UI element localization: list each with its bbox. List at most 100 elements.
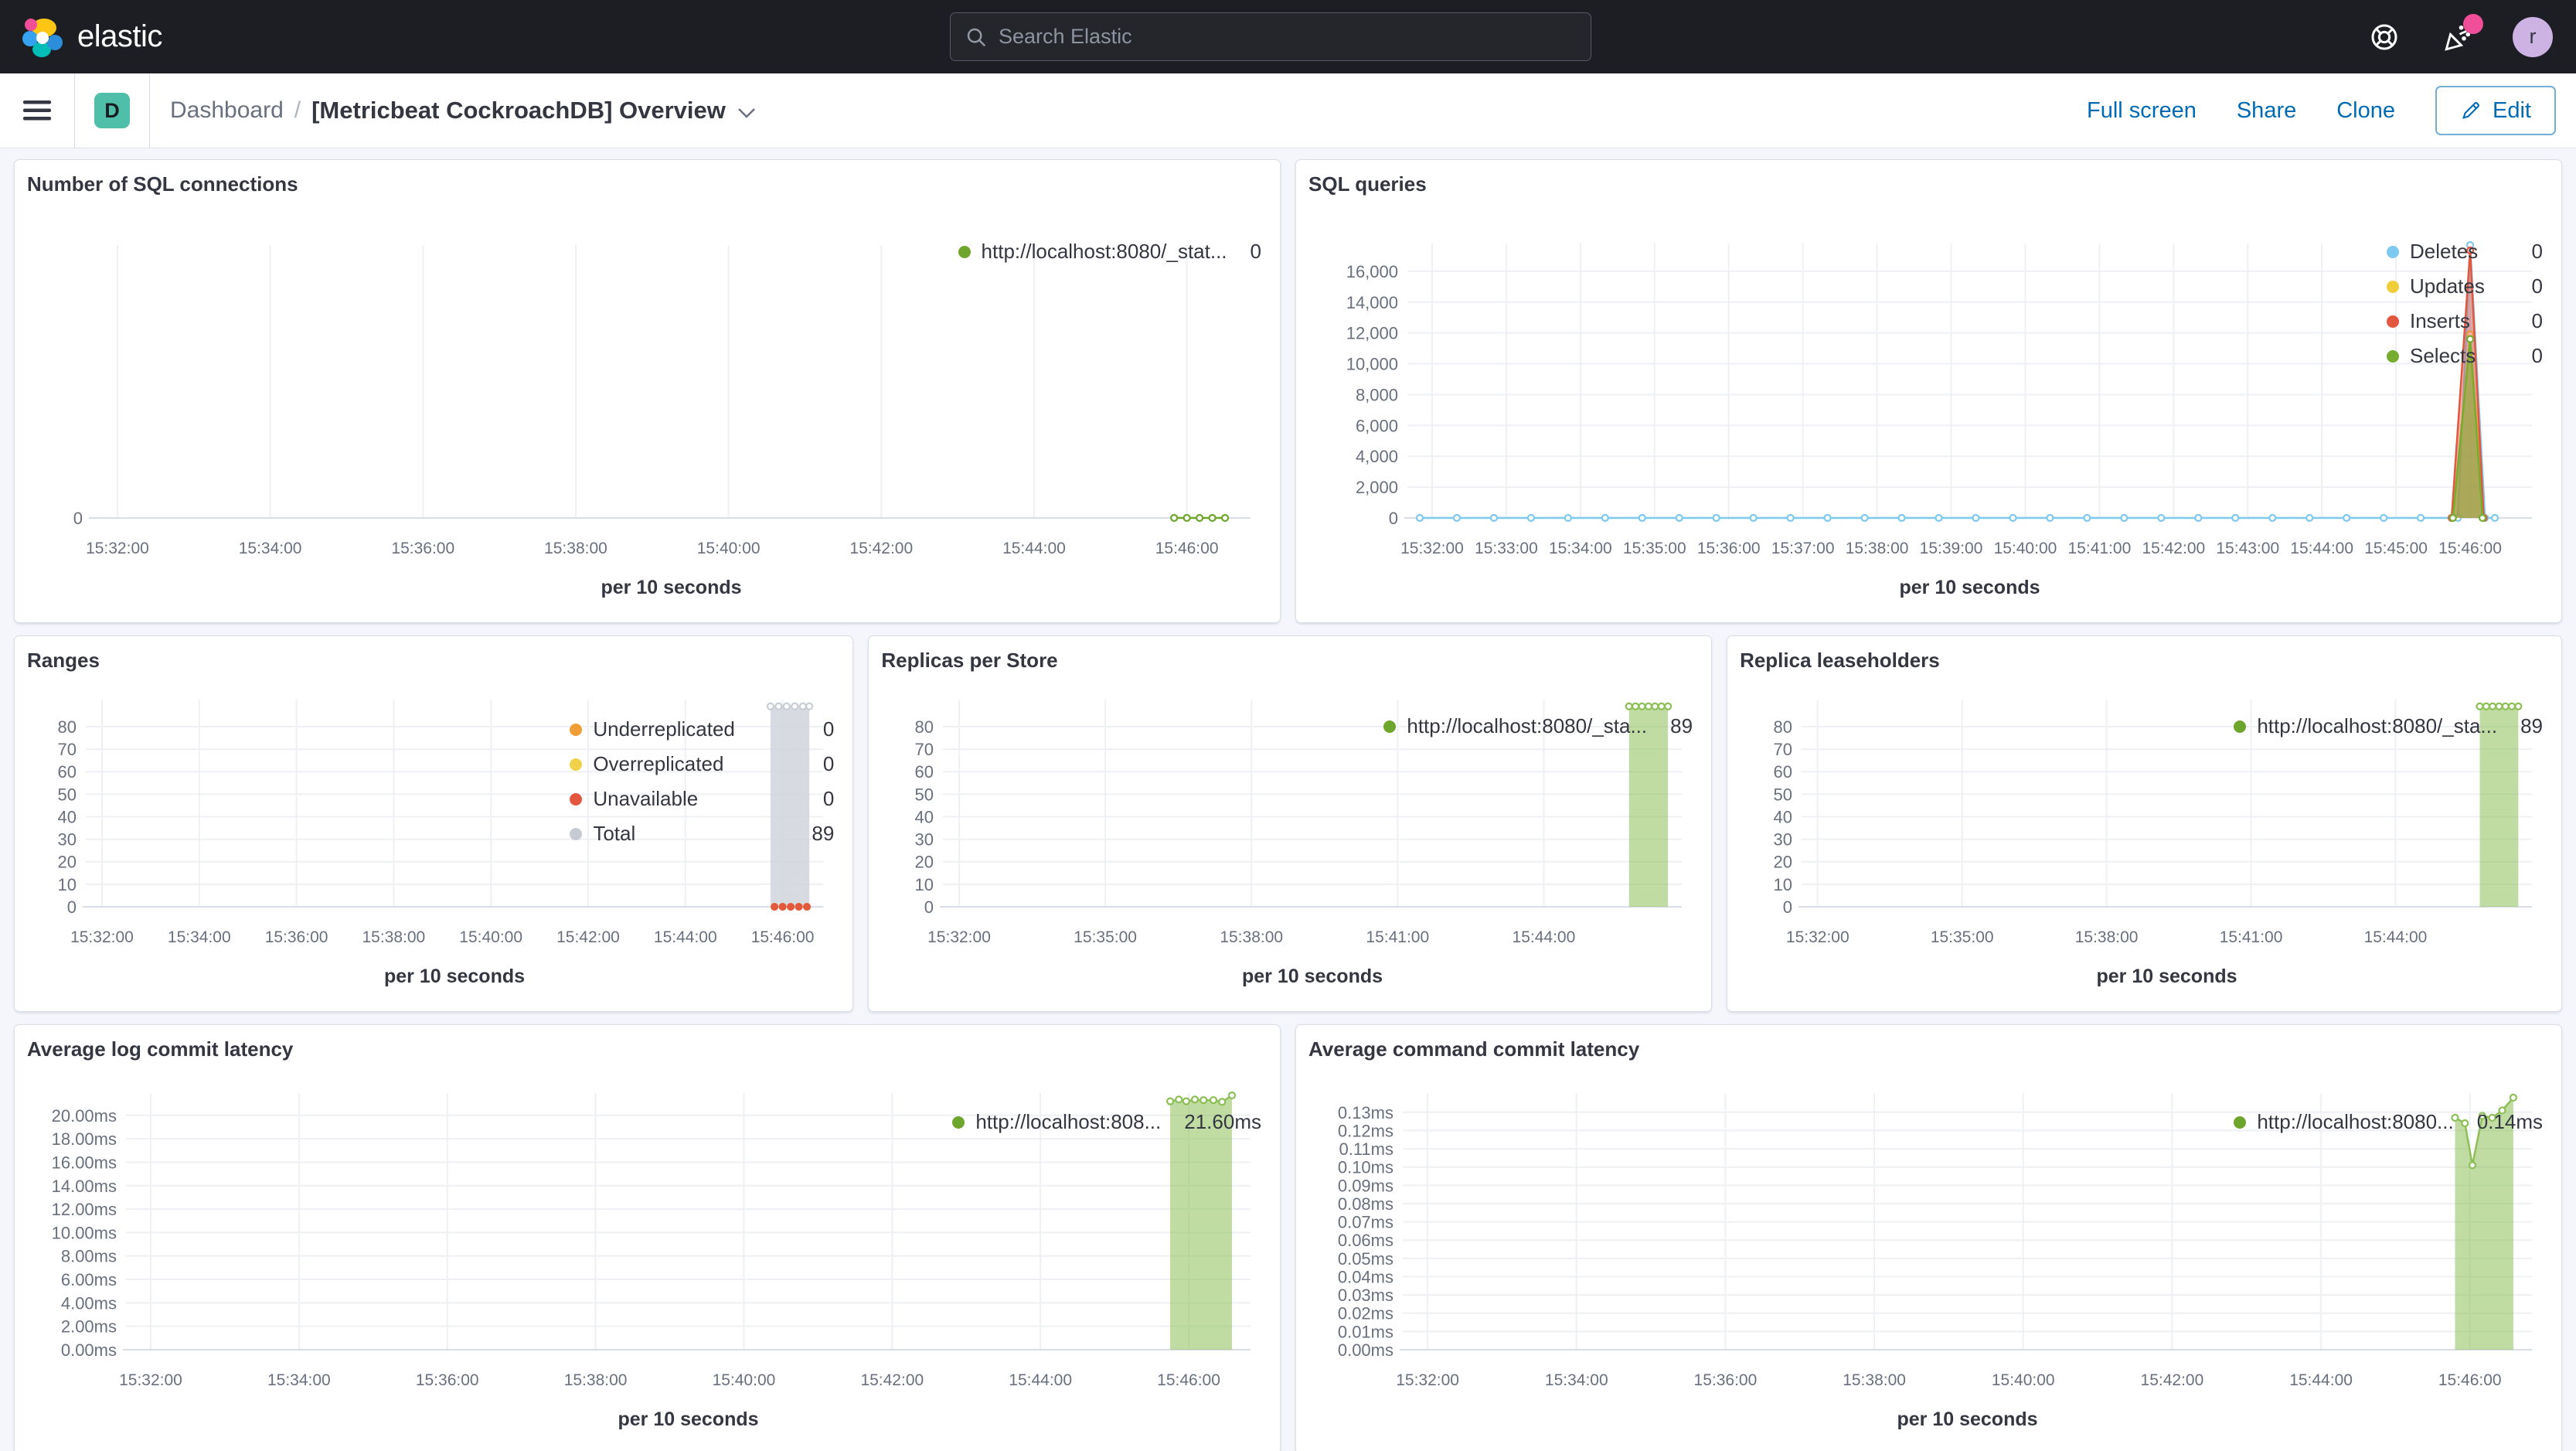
svg-text:15:44:00: 15:44:00 xyxy=(2289,1371,2353,1389)
svg-text:15:35:00: 15:35:00 xyxy=(1623,540,1686,557)
legend-series-value: 0 xyxy=(1250,240,1261,263)
legend-item[interactable]: Deletes 0 xyxy=(2387,234,2543,269)
legend-series-value: 0 xyxy=(2531,344,2543,367)
svg-text:2.00ms: 2.00ms xyxy=(61,1317,117,1337)
legend-series-value: 89 xyxy=(1670,714,1693,737)
svg-text:14.00ms: 14.00ms xyxy=(52,1177,117,1196)
replica-leaseholders-chart: 0 10 20 30 40 50 60 70 80 15:32:00 15:35:00 15:38:0… xyxy=(1774,700,2533,987)
legend-item[interactable]: Inserts 0 xyxy=(2387,304,2543,339)
svg-text:15:38:00: 15:38:00 xyxy=(544,540,607,557)
svg-text:15:34:00: 15:34:00 xyxy=(168,928,231,946)
svg-text:18.00ms: 18.00ms xyxy=(52,1129,117,1149)
svg-text:0.05ms: 0.05ms xyxy=(1338,1249,1393,1269)
svg-text:0.09ms: 0.09ms xyxy=(1338,1176,1393,1195)
svg-text:2,000: 2,000 xyxy=(1356,478,1398,497)
svg-text:15:41:00: 15:41:00 xyxy=(1366,928,1430,946)
legend-item[interactable]: http://localhost:8080/_sta... 89 xyxy=(1383,709,1693,744)
panel-sql-queries: SQL queries 0 2,000 4,000 6,000 8,000 10,000 1… xyxy=(1295,159,2562,623)
chart-legend: http://localhost:808... 21.60ms xyxy=(952,1062,1268,1139)
svg-text:15:44:00: 15:44:00 xyxy=(654,928,717,946)
legend-item[interactable]: http://localhost:808... 21.60ms xyxy=(952,1105,1261,1139)
sql-queries-chart: 0 2,000 4,000 6,000 8,000 10,000 12,000 14,000 1… xyxy=(1346,240,2532,598)
search-input[interactable] xyxy=(999,25,1577,49)
global-search-bar[interactable] xyxy=(950,12,1591,61)
help-button[interactable] xyxy=(2364,17,2404,57)
menu-button[interactable] xyxy=(0,73,74,148)
breadcrumb-dashboard-link[interactable]: Dashboard xyxy=(170,97,284,123)
legend-item[interactable]: Overreplicated 0 xyxy=(570,747,834,782)
legend-color-dot xyxy=(1383,720,1397,733)
divider xyxy=(149,73,150,148)
legend-series-value: 0 xyxy=(822,717,835,741)
svg-text:15:45:00: 15:45:00 xyxy=(2364,540,2428,557)
dashboard-app-badge[interactable]: D xyxy=(94,93,130,128)
svg-text:0: 0 xyxy=(924,898,934,917)
svg-text:0: 0 xyxy=(1783,898,1792,917)
legend-item[interactable]: http://localhost:8080/_stat... 0 xyxy=(958,234,1261,269)
svg-text:70: 70 xyxy=(915,740,934,759)
svg-text:15:38:00: 15:38:00 xyxy=(2075,928,2139,946)
share-button[interactable]: Share xyxy=(2236,97,2297,123)
whats-new-button[interactable] xyxy=(2438,13,2483,57)
legend-series-value: 0 xyxy=(822,787,835,810)
legend-item[interactable]: Selects 0 xyxy=(2387,339,2543,373)
legend-series-name: Total xyxy=(593,822,636,845)
svg-text:0.07ms: 0.07ms xyxy=(1338,1213,1393,1232)
edit-button[interactable]: Edit xyxy=(2435,86,2556,135)
legend-item[interactable]: Total 89 xyxy=(570,816,834,851)
svg-text:per 10 seconds: per 10 seconds xyxy=(2097,966,2237,987)
svg-text:15:34:00: 15:34:00 xyxy=(267,1371,331,1389)
panel-average-command-commit-latency: Average command commit latency 0.00ms 0.0… xyxy=(1295,1024,2562,1451)
chart-legend: http://localhost:8080/_sta... 89 xyxy=(1383,673,1699,744)
svg-text:0.13ms: 0.13ms xyxy=(1338,1103,1393,1122)
svg-text:15:46:00: 15:46:00 xyxy=(2438,540,2502,557)
legend-item[interactable]: http://localhost:8080/_sta... 89 xyxy=(2234,709,2543,744)
chart-legend: Underreplicated 0 Overreplicated 0 Unavailab… xyxy=(570,673,840,851)
clone-button[interactable]: Clone xyxy=(2336,97,2396,123)
legend-item[interactable]: Underreplicated 0 xyxy=(570,712,834,747)
elastic-logo[interactable] xyxy=(22,16,63,58)
top-navigation: elastic r xyxy=(0,0,2576,73)
svg-text:8,000: 8,000 xyxy=(1356,385,1398,404)
dashboard-grid: Number of SQL connections 0 15:32:00 15:34… xyxy=(0,148,2576,1451)
legend-item[interactable]: Updates 0 xyxy=(2387,269,2543,304)
svg-text:0.00ms: 0.00ms xyxy=(1338,1340,1393,1360)
full-screen-button[interactable]: Full screen xyxy=(2087,97,2197,123)
svg-text:15:39:00: 15:39:00 xyxy=(1920,540,1983,557)
panel-replicas-per-store: Replicas per Store 0 10 20 30 40 50 60 70 80 15:3… xyxy=(868,635,1713,1012)
svg-text:70: 70 xyxy=(1774,740,1792,759)
svg-text:20: 20 xyxy=(1774,853,1792,872)
legend-color-dot xyxy=(2387,315,2399,328)
panel-average-log-commit-latency: Average log commit latency 0.00ms 2.00ms 4… xyxy=(14,1024,1281,1451)
svg-text:15:44:00: 15:44:00 xyxy=(1002,540,1066,557)
legend-color-dot xyxy=(952,1115,965,1129)
svg-text:15:41:00: 15:41:00 xyxy=(2068,540,2132,557)
title-menu-button[interactable] xyxy=(737,102,757,119)
svg-text:12,000: 12,000 xyxy=(1346,324,1398,343)
svg-text:15:44:00: 15:44:00 xyxy=(2290,540,2353,557)
svg-text:60: 60 xyxy=(1774,762,1792,782)
page-title: [Metricbeat CockroachDB] Overview xyxy=(311,97,726,124)
legend-color-dot xyxy=(958,245,971,258)
sql-connections-chart: 015:32:00 15:34:00 15:36:00 15:38:00 15:40:0… xyxy=(73,245,1251,598)
svg-text:50: 50 xyxy=(58,785,77,804)
svg-text:0.11ms: 0.11ms xyxy=(1339,1139,1393,1159)
svg-text:10,000: 10,000 xyxy=(1346,355,1398,374)
chart-legend: http://localhost:8080/_sta... 89 xyxy=(2234,673,2549,744)
legend-item[interactable]: Unavailable 0 xyxy=(570,782,834,816)
svg-text:15:42:00: 15:42:00 xyxy=(860,1371,924,1389)
svg-text:0.01ms: 0.01ms xyxy=(1338,1322,1393,1341)
svg-text:0.03ms: 0.03ms xyxy=(1338,1286,1393,1305)
legend-color-dot xyxy=(2387,280,2399,293)
svg-text:15:36:00: 15:36:00 xyxy=(416,1371,479,1389)
panel-title: Number of SQL connections xyxy=(27,172,298,196)
user-avatar[interactable]: r xyxy=(2513,16,2553,57)
svg-text:12.00ms: 12.00ms xyxy=(52,1200,117,1219)
search-icon xyxy=(967,28,986,46)
panel-number-of-sql-connections: Number of SQL connections 0 15:32:00 15:34… xyxy=(14,159,1281,623)
legend-color-dot xyxy=(2387,349,2399,363)
legend-item[interactable]: http://localhost:8080... 0.14ms xyxy=(2234,1105,2543,1139)
svg-text:6,000: 6,000 xyxy=(1356,416,1398,435)
svg-text:per 10 seconds: per 10 seconds xyxy=(601,577,741,598)
svg-text:15:44:00: 15:44:00 xyxy=(1513,928,1576,946)
